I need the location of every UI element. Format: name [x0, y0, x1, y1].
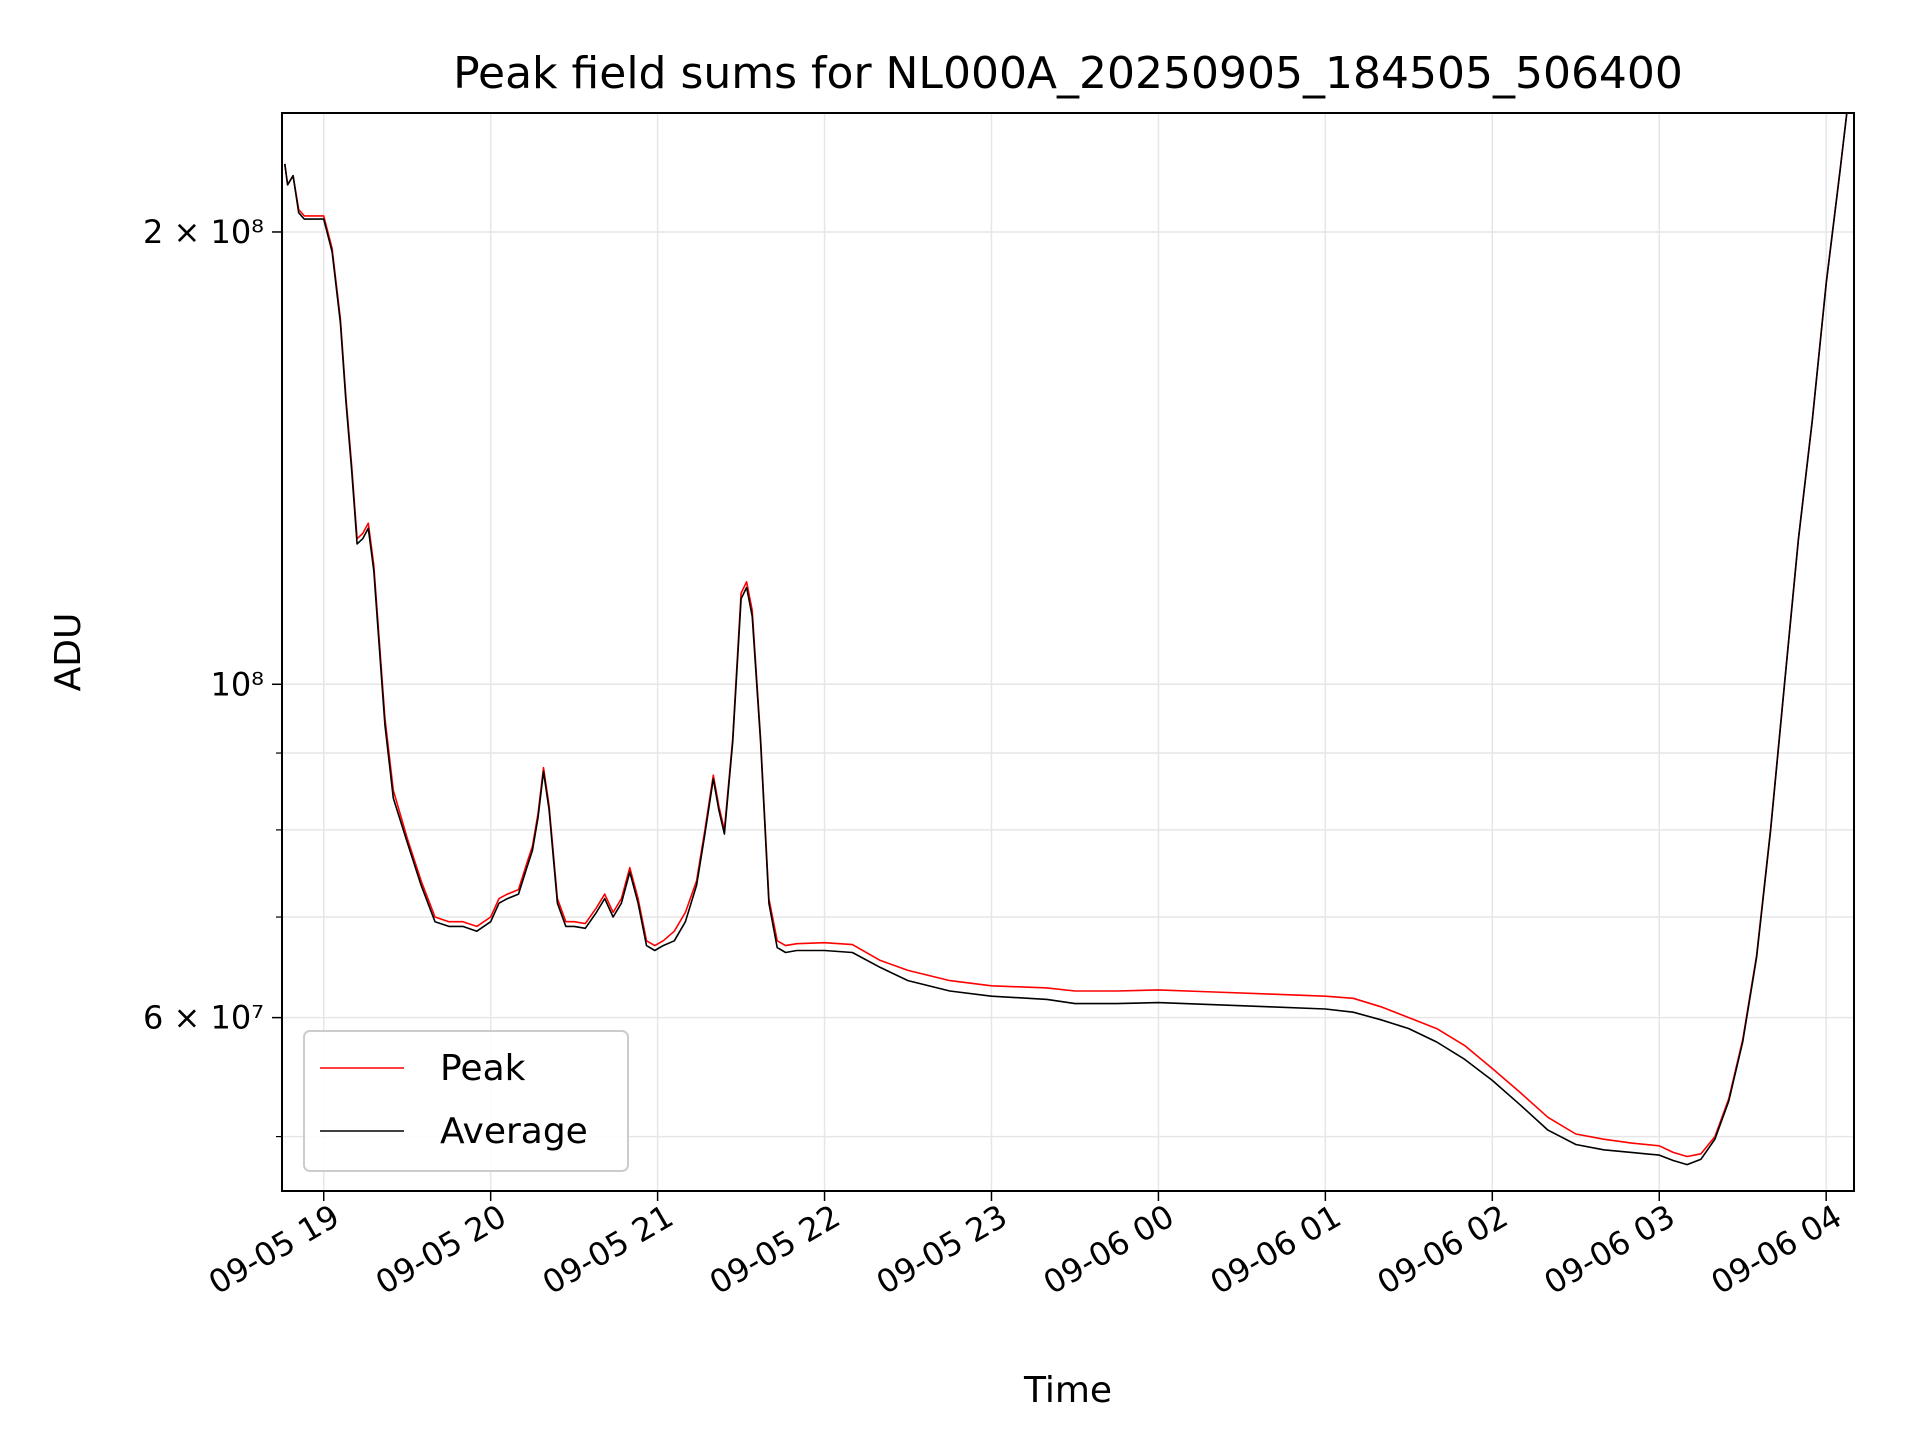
series-line-peak: [284, 113, 1848, 1158]
series-line-average: [284, 113, 1848, 1166]
legend: Peak Average: [303, 1030, 629, 1172]
y-tick-label: 10⁸: [210, 665, 264, 703]
series-lines: [284, 113, 1848, 1166]
plot-area: [282, 113, 1854, 1191]
legend-label-peak: Peak: [440, 1048, 526, 1089]
chart-title: Peak field sums for NL000A_20250905_1845…: [453, 48, 1683, 99]
plot-frame: [281, 112, 1855, 1192]
legend-box: [303, 1030, 629, 1172]
x-axis-label: Time: [1023, 1370, 1112, 1411]
y-tick-label: 6 × 10⁷: [143, 999, 264, 1037]
y-axis: 6 × 10⁷ 10⁸ 2 × 10⁸: [143, 213, 282, 1138]
y-tick-label: 2 × 10⁸: [143, 213, 264, 251]
y-axis-label: ADU: [48, 613, 89, 692]
legend-label-average: Average: [440, 1111, 588, 1152]
grid: [282, 113, 1854, 1191]
